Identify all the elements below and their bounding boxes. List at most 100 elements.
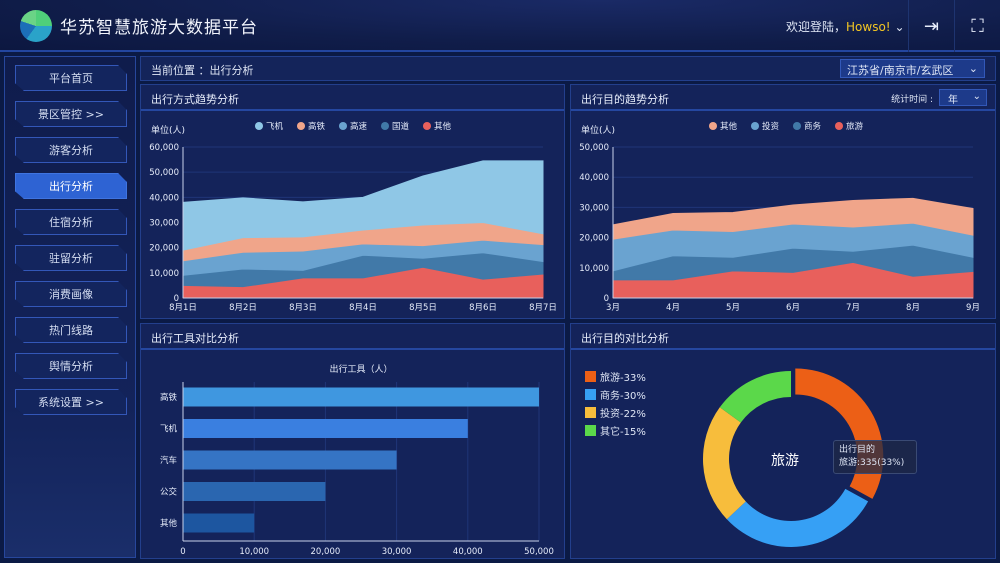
legend-label: 国道 — [392, 121, 410, 132]
legend-label: 高铁 — [308, 121, 326, 132]
x-tick-label: 10,000 — [239, 547, 269, 557]
x-tick-label: 7月 — [846, 303, 860, 313]
user-menu[interactable]: 欢迎登陆，Howso! ⌄ — [786, 18, 905, 35]
welcome-text: 欢迎登陆， — [786, 20, 847, 34]
tooltip-title: 出行目的 — [839, 445, 876, 455]
y-tick-label: 高铁 — [160, 392, 178, 403]
y-tick-label: 50,000 — [149, 168, 179, 178]
legend-item[interactable]: 其它-15% — [585, 423, 646, 438]
legend-label: 其它-15% — [600, 427, 646, 438]
mode-trend-panel: 出行方式趋势分析 单位(人) 0 10,000 20,000 30,000 40,000 5… — [140, 84, 565, 319]
header: 华苏智慧旅游大数据平台 欢迎登陆，Howso! ⌄ ⇥ ⛶ — [0, 0, 1000, 52]
legend-item[interactable]: 商务-30% — [585, 387, 646, 402]
legend-label: 其他 — [720, 121, 738, 132]
donut-slice-3 — [719, 371, 791, 423]
legend-swatch — [585, 407, 596, 418]
sidebar-item[interactable]: 消费画像 — [15, 281, 127, 307]
y-tick-label: 40,000 — [579, 173, 609, 183]
panel-title: 出行目的趋势分析 — [581, 93, 669, 106]
fullscreen-button[interactable]: ⛶ — [954, 0, 1000, 52]
chevron-down-icon: ⌄ — [968, 62, 978, 75]
x-tick-label: 8月7日 — [529, 303, 557, 313]
x-tick-label: 9月 — [966, 303, 980, 313]
x-tick-label: 8月 — [906, 303, 920, 313]
chevron-down-icon: ⌄ — [894, 20, 905, 34]
purpose-donut-chart — [703, 368, 884, 547]
purpose-compare-panel: 出行目的对比分析 旅游-33% 商务-30% 投资-22% 其它-15% 旅游 出行目… — [570, 323, 996, 559]
legend-marker — [793, 122, 801, 130]
y-tick-label: 10,000 — [149, 269, 179, 279]
legend-label: 旅游 — [846, 121, 864, 132]
panel-title: 出行工具对比分析 — [151, 332, 239, 345]
chevron-down-icon: ⌄ — [972, 91, 981, 102]
y-tick-label: 20,000 — [149, 244, 179, 254]
region-value: 江苏省/南京市/玄武区 — [847, 64, 954, 77]
y-tick-label: 10,000 — [579, 264, 609, 274]
y-tick-label: 20,000 — [579, 234, 609, 244]
x-tick-label: 8月1日 — [169, 303, 197, 313]
legend-marker — [381, 122, 389, 130]
y-tick-label: 60,000 — [149, 143, 179, 153]
y-axis-label: 单位(人) — [151, 124, 185, 136]
x-tick-label: 4月 — [666, 303, 680, 313]
legend-label: 飞机 — [266, 121, 284, 132]
tool-compare-chart: 出行工具（人） 0 10,000 20,000 30,000 40,000 50,000 高铁… — [160, 363, 554, 557]
y-tick-label: 30,000 — [579, 203, 609, 213]
bar-飞机 — [183, 419, 468, 438]
legend-marker — [297, 122, 305, 130]
sidebar-item[interactable]: 住宿分析 — [15, 209, 127, 235]
legend-marker — [709, 122, 717, 130]
y-tick-label: 30,000 — [149, 219, 179, 229]
tooltip: 出行目的 旅游:335(33%) — [833, 440, 917, 474]
legend-label: 其他 — [434, 121, 452, 132]
y-tick-label: 汽车 — [160, 455, 177, 466]
x-tick-label: 50,000 — [524, 547, 554, 557]
legend-swatch — [585, 425, 596, 436]
y-tick-label: 0 — [604, 294, 609, 304]
logo — [20, 10, 52, 42]
area-series-飞机 — [182, 160, 544, 251]
donut-slice-0 — [795, 368, 884, 499]
stat-time-select[interactable]: 年 ⌄ — [939, 89, 987, 106]
legend-marker — [255, 122, 263, 130]
legend-marker — [751, 122, 759, 130]
legend-item[interactable]: 旅游-33% — [585, 369, 646, 384]
sidebar-item[interactable]: 驻留分析 — [15, 245, 127, 271]
x-tick-label: 0 — [180, 547, 185, 557]
x-tick-label: 8月5日 — [409, 303, 437, 313]
logout-button[interactable]: ⇥ — [908, 0, 954, 52]
chart-title: 出行工具（人） — [329, 363, 392, 375]
y-tick-label: 40,000 — [149, 193, 179, 203]
sidebar-item[interactable]: 系统设置 >> — [15, 389, 127, 415]
bar-其他 — [183, 513, 255, 533]
bar-汽车 — [183, 450, 397, 470]
logout-icon: ⇥ — [923, 15, 940, 37]
donut-slice-2 — [703, 407, 746, 520]
y-tick-label: 其他 — [160, 518, 178, 529]
sidebar-item[interactable]: 舆情分析 — [15, 353, 127, 379]
legend-label: 商务-30% — [600, 391, 646, 402]
sidebar-item[interactable]: 游客分析 — [15, 137, 127, 163]
legend-marker — [339, 122, 347, 130]
tool-compare-panel: 出行工具对比分析 出行工具（人） 0 10,000 20,000 30,000 40,00… — [140, 323, 565, 559]
sidebar-item[interactable]: 出行分析 — [15, 173, 127, 199]
legend-label: 投资-22% — [600, 409, 646, 420]
x-tick-label: 20,000 — [311, 547, 341, 557]
purpose-trend-panel: 出行目的趋势分析 统计时间 : 年 ⌄ 单位(人) 0 10,000 20,000 30,… — [570, 84, 996, 319]
sidebar-item[interactable]: 景区管控 >> — [15, 101, 127, 127]
x-tick-label: 8月6日 — [469, 303, 497, 313]
panel-title: 出行方式趋势分析 — [151, 93, 239, 106]
region-select[interactable]: 江苏省/南京市/玄武区 ⌄ — [840, 59, 985, 78]
legend-item[interactable]: 投资-22% — [585, 405, 646, 420]
legend-label: 投资 — [762, 121, 780, 132]
x-tick-label: 8月4日 — [349, 303, 377, 313]
x-tick-label: 8月2日 — [229, 303, 257, 313]
breadcrumb-bar: 当前位置 ：出行分析 江苏省/南京市/玄武区 ⌄ — [140, 56, 996, 81]
sidebar-item[interactable]: 平台首页 — [15, 65, 127, 91]
x-tick-label: 6月 — [786, 303, 800, 313]
sidebar-item[interactable]: 热门线路 — [15, 317, 127, 343]
panel-title: 出行目的对比分析 — [581, 332, 669, 345]
stat-time-label: 统计时间 : — [891, 95, 933, 105]
purpose-trend-chart: 单位(人) 0 10,000 20,000 30,000 40,000 50,000 3月 4月… — [579, 121, 980, 313]
donut-center-label: 旅游 — [771, 453, 799, 469]
